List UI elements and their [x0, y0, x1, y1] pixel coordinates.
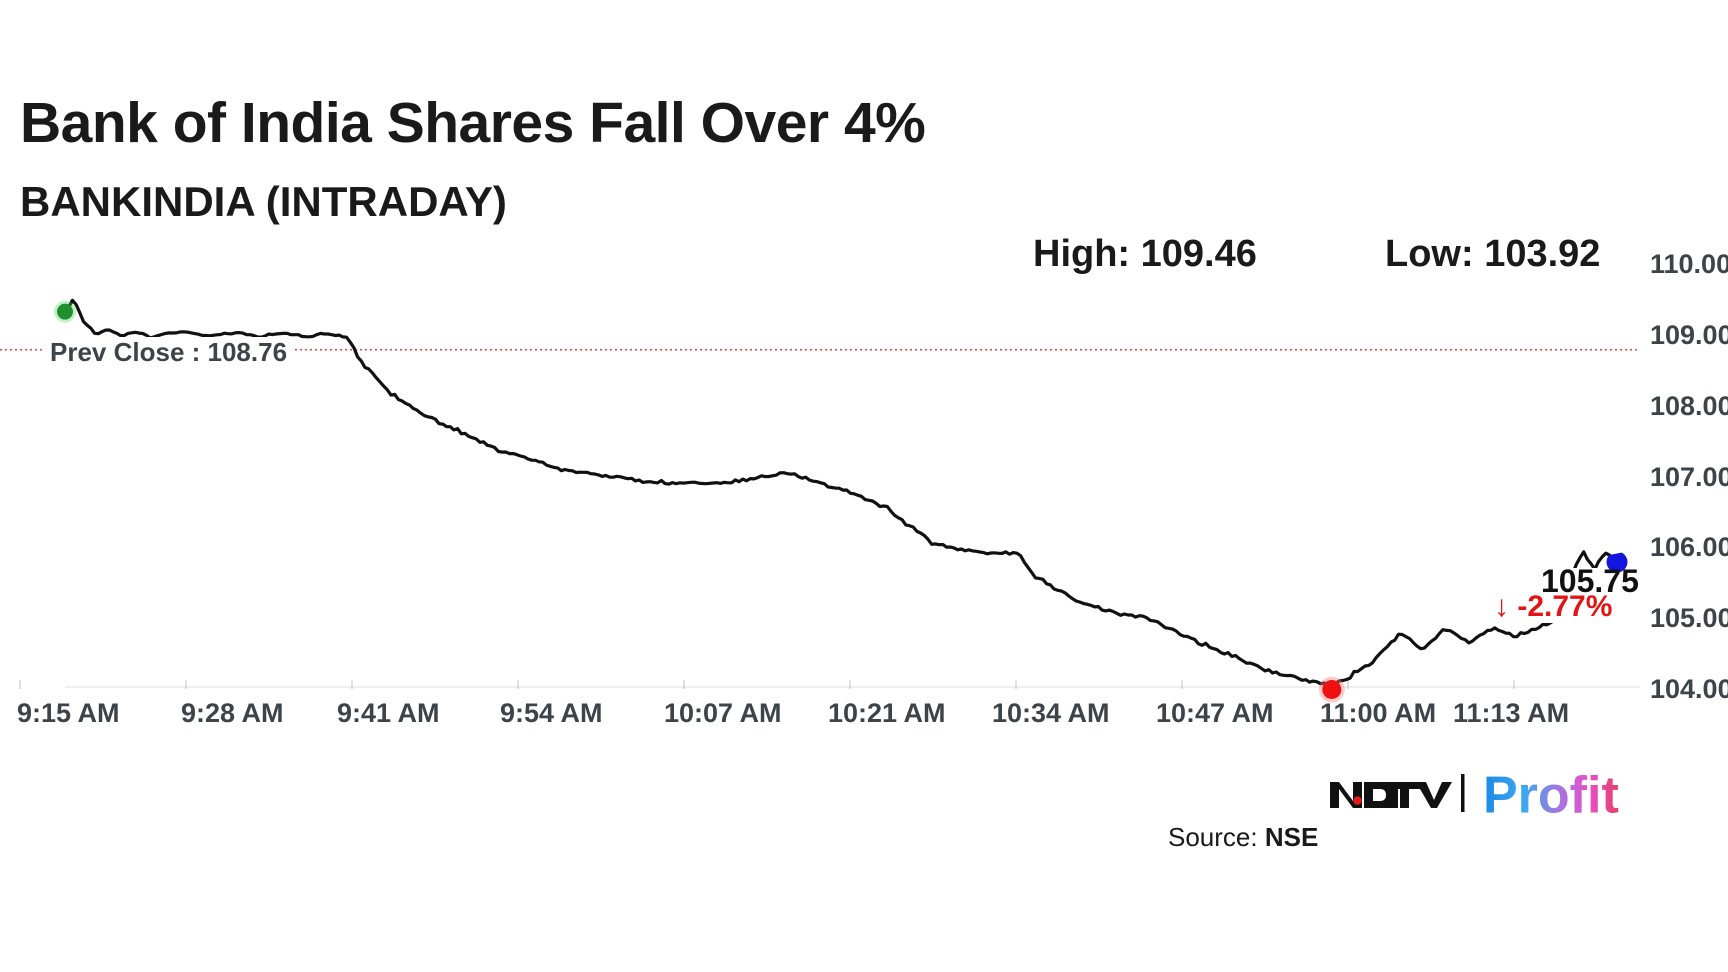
- svg-text:Profit: Profit: [1483, 767, 1619, 825]
